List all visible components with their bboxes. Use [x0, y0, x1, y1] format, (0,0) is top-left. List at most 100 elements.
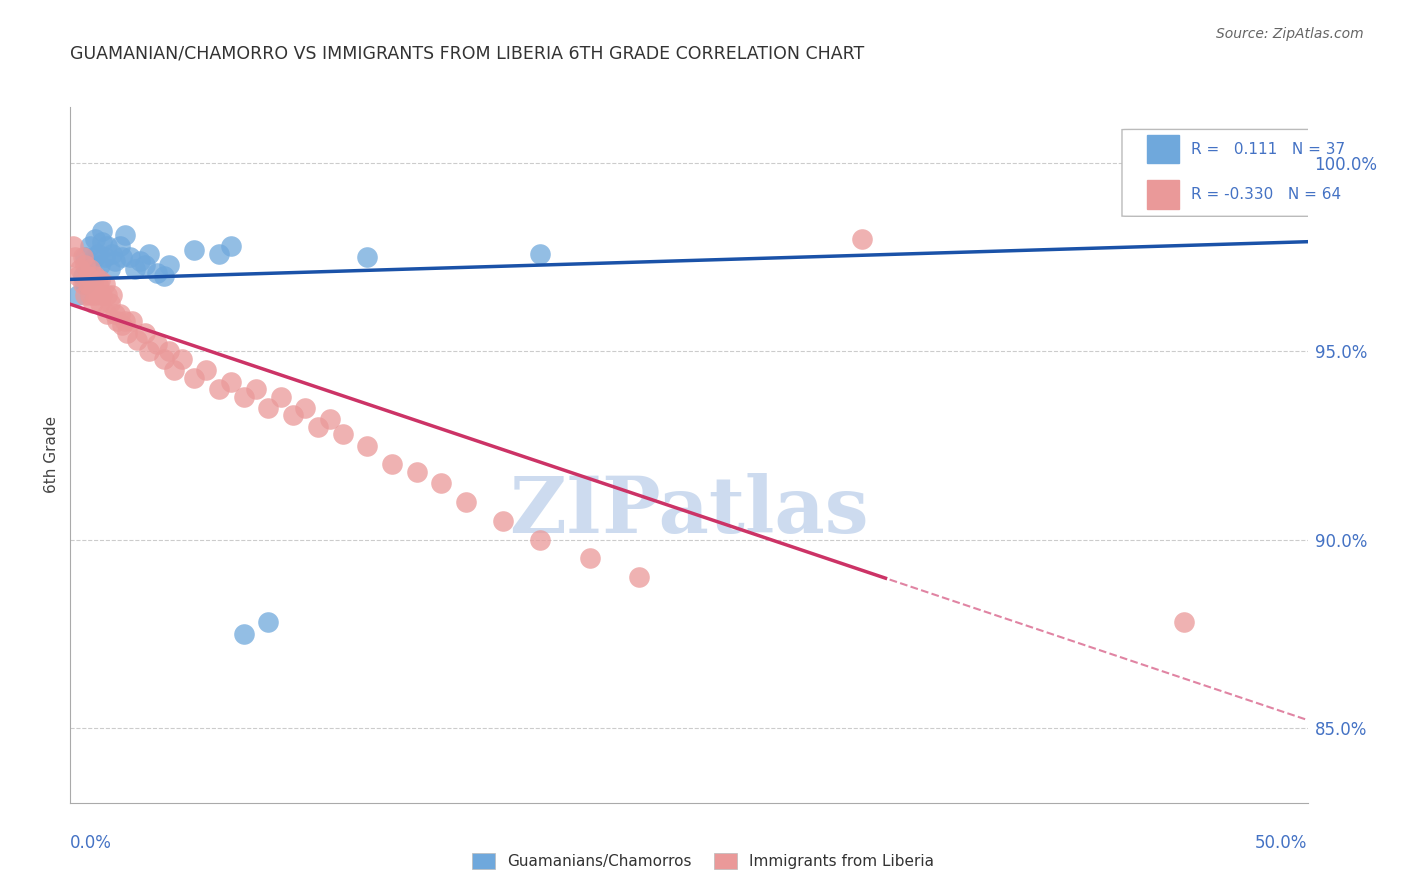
Point — [127, 333, 149, 347]
Point — [84, 288, 107, 302]
Point — [66, 269, 89, 284]
Point — [281, 409, 304, 423]
Point — [76, 269, 98, 284]
Point — [79, 261, 101, 276]
Point — [75, 258, 97, 272]
Point — [157, 344, 180, 359]
Point — [124, 261, 146, 276]
Point — [356, 251, 378, 265]
Legend: Guamanians/Chamorros, Immigrants from Liberia: Guamanians/Chamorros, Immigrants from Li… — [465, 847, 941, 875]
Point — [96, 239, 118, 253]
Point — [98, 295, 121, 310]
Bar — [1147, 180, 1178, 209]
Point — [111, 251, 134, 265]
Point — [75, 277, 97, 291]
FancyBboxPatch shape — [1122, 129, 1406, 216]
Point — [89, 273, 111, 287]
Text: GUAMANIAN/CHAMORRO VS IMMIGRANTS FROM LIBERIA 6TH GRADE CORRELATION CHART: GUAMANIAN/CHAMORRO VS IMMIGRANTS FROM LI… — [70, 45, 865, 62]
Point — [91, 235, 114, 250]
Point — [84, 232, 107, 246]
Point — [86, 246, 108, 260]
Point — [270, 390, 292, 404]
Point — [492, 514, 515, 528]
Point — [111, 318, 134, 333]
Point — [183, 243, 205, 257]
Point — [82, 269, 104, 284]
Point — [94, 277, 117, 291]
Point — [115, 326, 138, 340]
Point — [72, 269, 94, 284]
Point — [82, 295, 104, 310]
Point — [104, 254, 127, 268]
Point — [153, 351, 176, 366]
Point — [66, 288, 89, 302]
Point — [108, 307, 131, 321]
Point — [91, 288, 114, 302]
Point — [118, 251, 141, 265]
Point — [356, 438, 378, 452]
Point — [72, 277, 94, 291]
Point — [138, 344, 160, 359]
Point — [86, 277, 108, 291]
Point — [579, 551, 602, 566]
Point — [84, 251, 107, 265]
Point — [96, 288, 118, 302]
Point — [170, 351, 193, 366]
Point — [72, 251, 94, 265]
Y-axis label: 6th Grade: 6th Grade — [44, 417, 59, 493]
Point — [114, 314, 136, 328]
Point — [94, 251, 117, 265]
Point — [96, 307, 118, 321]
Text: ZIPatlas: ZIPatlas — [509, 473, 869, 549]
Point — [294, 401, 316, 415]
Point — [456, 495, 478, 509]
Point — [75, 251, 97, 265]
Text: R =   0.111   N = 37: R = 0.111 N = 37 — [1191, 142, 1346, 157]
Point — [146, 337, 169, 351]
Point — [89, 295, 111, 310]
Point — [98, 261, 121, 276]
Point — [257, 615, 280, 630]
Point — [219, 375, 242, 389]
Point — [430, 476, 453, 491]
Point — [101, 246, 124, 260]
Point — [232, 626, 254, 640]
Point — [108, 239, 131, 253]
Point — [628, 570, 651, 584]
Point — [69, 261, 91, 276]
Point — [319, 412, 342, 426]
Point — [84, 269, 107, 284]
Point — [134, 258, 156, 272]
Point — [75, 288, 97, 302]
Point — [101, 288, 124, 302]
Point — [183, 371, 205, 385]
Point — [121, 314, 143, 328]
Point — [65, 251, 87, 265]
Point — [245, 382, 267, 396]
Point — [62, 239, 84, 253]
Bar — [1147, 136, 1178, 163]
Point — [76, 277, 98, 291]
Point — [89, 258, 111, 272]
Point — [219, 239, 242, 253]
Point — [114, 227, 136, 242]
Point — [1123, 156, 1146, 170]
Point — [163, 363, 186, 377]
Text: 50.0%: 50.0% — [1256, 834, 1308, 852]
Text: 0.0%: 0.0% — [70, 834, 112, 852]
Text: R = -0.330   N = 64: R = -0.330 N = 64 — [1191, 187, 1341, 202]
Point — [529, 246, 551, 260]
Point — [134, 326, 156, 340]
Point — [332, 427, 354, 442]
Text: Source: ZipAtlas.com: Source: ZipAtlas.com — [1216, 27, 1364, 41]
Point — [307, 419, 329, 434]
Point — [146, 266, 169, 280]
Point — [105, 314, 128, 328]
Point — [91, 224, 114, 238]
Point — [405, 465, 427, 479]
Point — [851, 232, 873, 246]
Point — [104, 307, 127, 321]
Point — [157, 258, 180, 272]
Point — [76, 261, 98, 276]
Point — [153, 269, 176, 284]
